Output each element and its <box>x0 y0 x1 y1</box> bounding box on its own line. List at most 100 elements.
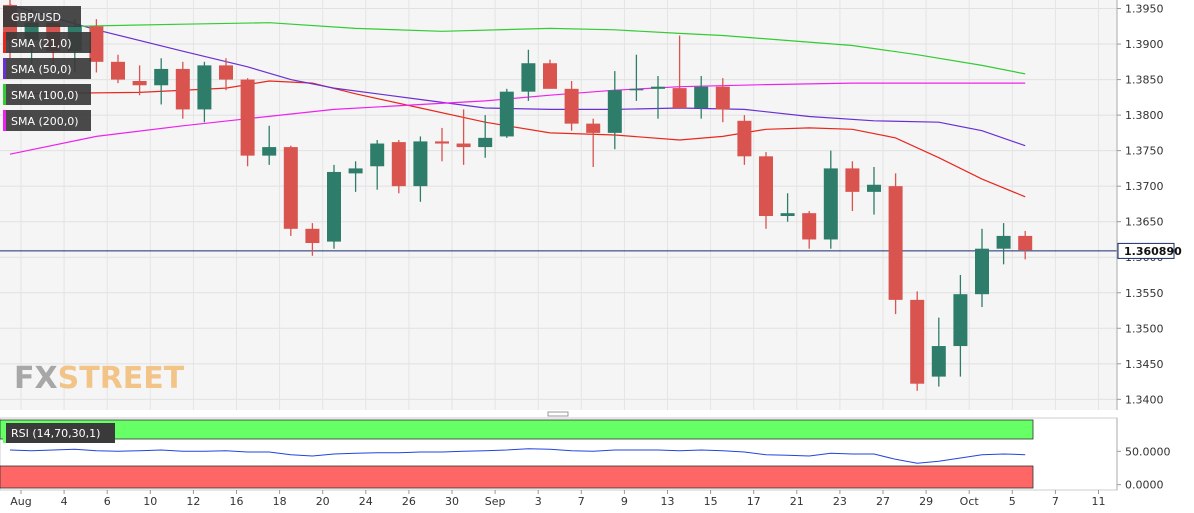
y-tick-label: 1.3450 <box>1125 358 1164 371</box>
legend-label: GBP/USD <box>11 11 61 24</box>
candle <box>607 71 622 150</box>
x-tick-label: 17 <box>747 495 761 508</box>
candle <box>672 35 687 109</box>
candle <box>89 19 104 73</box>
x-tick-label: 16 <box>230 495 244 508</box>
y-tick-label: 1.3500 <box>1125 322 1164 335</box>
candle <box>154 58 169 105</box>
legend-label: SMA (21,0) <box>11 37 72 50</box>
y-tick-label: 1.3900 <box>1125 38 1164 51</box>
rsi-oversold-zone <box>0 465 1034 489</box>
y-tick-label: 1.3550 <box>1125 287 1164 300</box>
candle-body <box>780 213 795 217</box>
price-pane-background <box>0 0 1117 410</box>
candle-body <box>89 26 104 62</box>
legend-tag-box <box>3 32 91 53</box>
x-tick-label: 9 <box>621 495 628 508</box>
candle <box>1018 230 1033 260</box>
x-tick-label: 18 <box>273 495 287 508</box>
candle-body <box>413 141 428 187</box>
x-tick-label: 20 <box>316 495 330 508</box>
candle <box>845 161 860 212</box>
rsi-axis-labels: 50.0000 0.0000 <box>1116 418 1171 492</box>
candle <box>780 193 795 222</box>
legend-swatch <box>3 84 6 105</box>
candle <box>996 223 1011 265</box>
x-tick-label: Aug <box>10 495 31 508</box>
candle-body <box>370 143 385 167</box>
candle <box>413 136 428 202</box>
candle-body <box>953 294 968 347</box>
candle-body <box>132 81 147 86</box>
legend-tag-box <box>3 58 91 79</box>
candle-body <box>240 79 255 156</box>
x-tick-label: 4 <box>61 495 68 508</box>
x-tick-label: 27 <box>876 495 890 508</box>
y-tick-label: 1.3750 <box>1125 145 1164 158</box>
rsi-pane: 50.0000 0.0000 RSI (14,70,30,1) <box>0 417 1171 492</box>
x-tick-label: Oct <box>960 495 980 508</box>
x-tick-label: 12 <box>186 495 200 508</box>
candle <box>240 78 255 167</box>
legend-tag-box <box>3 84 91 105</box>
candle <box>651 76 665 119</box>
candle-body <box>845 168 860 192</box>
candle <box>823 150 838 249</box>
candle <box>737 115 752 165</box>
candle-body <box>435 141 449 144</box>
candle-body <box>867 184 881 192</box>
rsi-label-tag: RSI (14,70,30,1) <box>3 423 115 443</box>
candle <box>478 115 493 158</box>
rsi-label-box <box>3 423 115 443</box>
candle-body <box>651 86 665 89</box>
legend-swatch <box>3 32 6 53</box>
candle-body <box>499 91 514 137</box>
rsi-label-swatch <box>3 423 6 443</box>
candle <box>456 109 471 165</box>
candle-body <box>672 88 687 109</box>
current-price-label: 1.360890 <box>1124 245 1182 258</box>
candle-body <box>478 137 493 148</box>
candle-body <box>197 65 212 110</box>
candle-body <box>996 235 1011 249</box>
candle-body <box>175 68 190 110</box>
candle-body <box>694 86 709 109</box>
pane-resize-handle[interactable] <box>547 411 569 417</box>
candle <box>931 317 946 387</box>
x-tick-label: 21 <box>790 495 804 508</box>
fxstreet-logo: FXSTREET <box>14 361 185 396</box>
candle <box>586 118 601 167</box>
candle <box>197 61 212 123</box>
candle-body <box>931 346 946 377</box>
sma-line-3 <box>9 82 1026 155</box>
vertical-gridlines <box>20 0 1099 490</box>
legend-label: SMA (100,0) <box>11 89 79 102</box>
candle <box>910 291 925 391</box>
x-tick-label: 11 <box>1092 495 1106 508</box>
candle <box>694 76 709 119</box>
y-tick-label: 1.3400 <box>1125 393 1164 406</box>
candle <box>759 152 773 229</box>
x-tick-label: 30 <box>445 495 459 508</box>
candle <box>348 161 363 192</box>
candle <box>219 58 233 91</box>
candle <box>175 61 190 119</box>
candle-body <box>564 88 579 124</box>
candle <box>802 211 817 249</box>
x-tick-label: 24 <box>359 495 373 508</box>
candle <box>305 223 320 256</box>
x-tick-label: 29 <box>919 495 933 508</box>
candle <box>435 127 449 162</box>
candle-body <box>715 86 730 110</box>
candle <box>953 274 968 377</box>
candle-body <box>456 143 471 148</box>
candle-body <box>823 168 838 240</box>
candle-body <box>759 156 773 217</box>
x-tick-label: 13 <box>661 495 675 508</box>
candle-body <box>262 147 277 156</box>
candle <box>391 139 406 194</box>
y-tick-label: 1.3800 <box>1125 109 1164 122</box>
legend-label: SMA (200,0) <box>11 115 79 128</box>
legend-label: SMA (50,0) <box>11 63 72 76</box>
